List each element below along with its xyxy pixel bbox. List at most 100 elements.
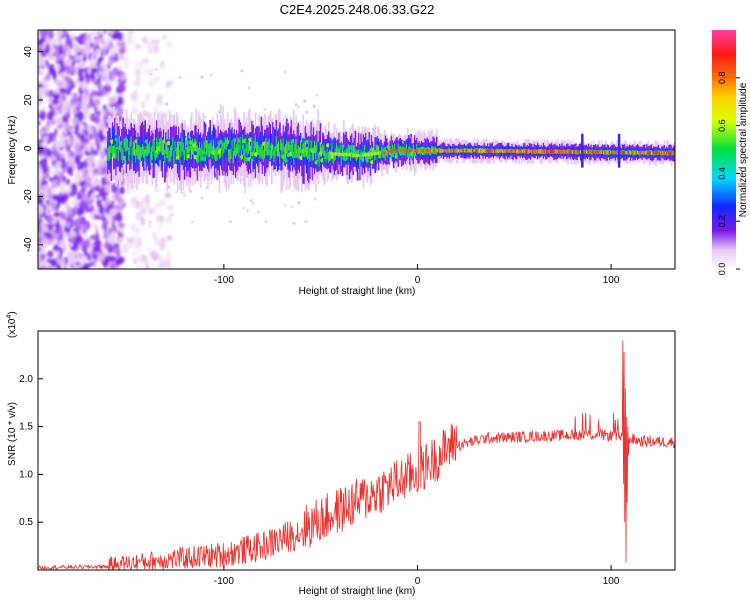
ridge-band bbox=[117, 147, 120, 162]
noise-blob bbox=[130, 251, 137, 257]
ridge-core bbox=[471, 149, 474, 153]
noise-blob bbox=[41, 254, 45, 262]
ridge-band bbox=[367, 151, 370, 163]
sparse-blob bbox=[304, 219, 308, 223]
ridge-band bbox=[272, 145, 274, 157]
noise-blob bbox=[105, 93, 111, 101]
ridge-core bbox=[387, 150, 389, 154]
ridge-core bbox=[641, 151, 644, 155]
ridge-band bbox=[298, 135, 301, 158]
ridge-band bbox=[119, 142, 122, 153]
ridge-band bbox=[142, 143, 144, 155]
ridge-spike bbox=[581, 133, 584, 168]
ridge-band bbox=[301, 149, 303, 161]
ridge-band bbox=[132, 141, 135, 156]
colorbar-tick-label: 0.0 bbox=[717, 263, 727, 276]
noise-blob bbox=[96, 102, 101, 112]
ridge-core bbox=[613, 150, 616, 154]
ridge-band bbox=[366, 140, 368, 159]
ridge-core bbox=[665, 151, 668, 155]
ridge-band bbox=[222, 141, 224, 157]
noise-blob bbox=[46, 250, 54, 258]
ridge-band bbox=[302, 137, 304, 184]
ridge-band bbox=[225, 138, 228, 150]
noise-blob bbox=[55, 116, 62, 126]
ridge-band bbox=[204, 136, 207, 149]
noise-blob bbox=[41, 259, 48, 267]
ridge-band bbox=[128, 134, 130, 158]
ridge-band bbox=[308, 137, 310, 184]
ridge-core bbox=[375, 151, 378, 156]
noise-blob bbox=[63, 121, 71, 131]
noise-blob bbox=[56, 264, 62, 269]
ridge-band bbox=[274, 129, 277, 157]
ridge-core bbox=[598, 150, 601, 154]
ridge-band bbox=[240, 132, 243, 156]
noise-blob bbox=[46, 193, 54, 200]
noise-blob bbox=[139, 59, 144, 70]
ridge-band bbox=[310, 142, 313, 168]
noise-blob bbox=[60, 64, 66, 73]
ridge-band bbox=[173, 125, 176, 162]
noise-blob bbox=[83, 40, 87, 47]
noise-blob bbox=[117, 96, 123, 106]
noise-blob bbox=[135, 200, 140, 209]
noise-blob bbox=[85, 32, 90, 43]
ridge-band bbox=[129, 141, 131, 156]
ridge-core bbox=[334, 152, 337, 156]
ridge-band bbox=[202, 149, 205, 162]
noise-blob bbox=[38, 145, 44, 155]
ridge-core bbox=[388, 150, 390, 154]
ridge-core bbox=[588, 150, 590, 154]
ridge-core bbox=[476, 149, 479, 153]
noise-blob bbox=[89, 175, 95, 180]
ridge-core bbox=[573, 150, 575, 154]
noise-blob bbox=[87, 67, 92, 75]
ridge-band bbox=[171, 145, 173, 156]
ridge-band bbox=[375, 148, 378, 165]
ridge-core bbox=[596, 150, 598, 154]
noise-blob bbox=[56, 253, 60, 264]
noise-blob bbox=[75, 261, 81, 266]
noise-blob bbox=[74, 156, 80, 164]
ridge-band bbox=[131, 147, 134, 164]
ridge-band bbox=[310, 140, 313, 152]
ridge-core bbox=[585, 150, 588, 154]
noise-blob bbox=[76, 161, 83, 172]
noise-blob bbox=[56, 153, 60, 162]
noise-blob bbox=[65, 83, 70, 91]
ridge-core bbox=[560, 150, 562, 154]
sparse-blob bbox=[190, 220, 194, 224]
ridge-band bbox=[248, 138, 251, 151]
ridge-core bbox=[562, 150, 565, 154]
noise-blob bbox=[59, 186, 65, 192]
noise-blob bbox=[44, 123, 50, 133]
ridge-core bbox=[442, 149, 445, 153]
ridge-core bbox=[455, 149, 458, 153]
noise-blob bbox=[114, 246, 121, 256]
noise-blob bbox=[69, 210, 74, 217]
ridge-core bbox=[605, 150, 608, 154]
ridge-band bbox=[232, 150, 235, 164]
ridge-core bbox=[469, 149, 472, 153]
ridge-core bbox=[571, 150, 574, 154]
ridge-band bbox=[140, 128, 143, 152]
ridge-band bbox=[334, 151, 337, 172]
ridge-core bbox=[451, 149, 453, 153]
ridge-band bbox=[175, 147, 178, 160]
ridge-band bbox=[178, 141, 180, 156]
ridge-core bbox=[463, 149, 466, 153]
ridge-core bbox=[362, 153, 365, 157]
ridge-core bbox=[606, 150, 609, 154]
ridge-core bbox=[340, 152, 343, 157]
ridge-core bbox=[355, 153, 358, 157]
noise-blob bbox=[72, 107, 78, 115]
noise-blob bbox=[81, 264, 88, 269]
noise-blob bbox=[137, 236, 143, 242]
ridge-core bbox=[413, 149, 416, 153]
ridge-band bbox=[230, 148, 232, 159]
ridge-band bbox=[217, 141, 220, 151]
ridge-core bbox=[554, 150, 557, 154]
ridge-band bbox=[159, 141, 162, 152]
spectrogram-y-ticks: -40 -20 0 20 40 bbox=[23, 46, 43, 252]
